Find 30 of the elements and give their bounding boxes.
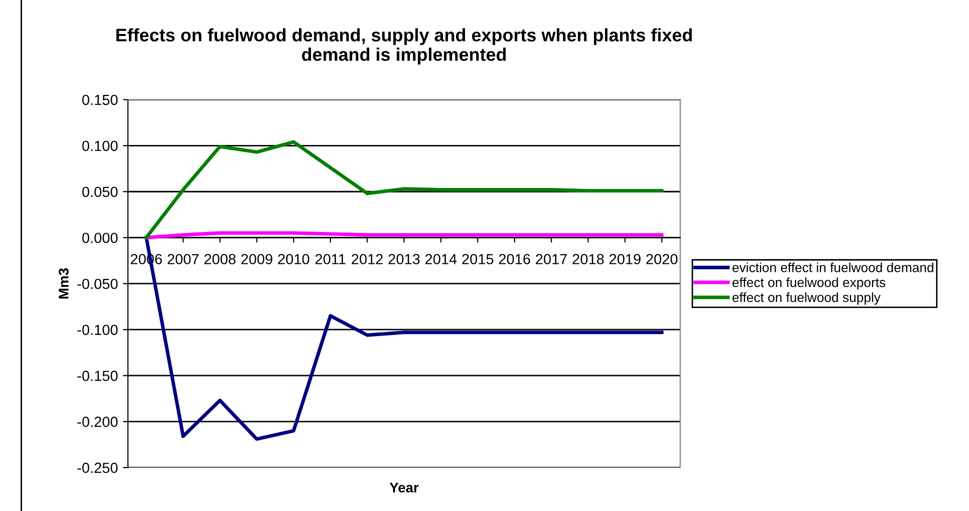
x-tick-label: 2017 <box>536 254 567 264</box>
x-tick-label: 2008 <box>204 254 236 264</box>
y-tick-label: 0.050 <box>82 186 118 198</box>
chart-title: Effects on fuelwood demand, supply and exports when plants fixed demand is implemented <box>116 28 692 65</box>
x-tick-label: 2009 <box>241 254 272 264</box>
y-tick-label: -0.250 <box>77 462 118 473</box>
legend-label: effect on fuelwood exports <box>732 277 886 290</box>
y-tick-label: -0.150 <box>77 370 118 382</box>
y-tick-label: -0.200 <box>77 416 118 428</box>
x-tick-label: 2011 <box>315 254 346 264</box>
y-axis-title: Mm3 <box>58 268 69 298</box>
y-tick-label: 0.150 <box>82 94 118 106</box>
x-tick-label: 2014 <box>425 254 457 264</box>
x-tick-label: 2019 <box>610 254 641 264</box>
x-tick-label: 2012 <box>352 254 383 264</box>
y-tick-label: 0.000 <box>82 232 118 244</box>
x-tick-label: 2018 <box>572 254 604 264</box>
x-tick-label: 2020 <box>646 254 678 264</box>
legend-label: effect on fuelwood supply <box>732 292 881 305</box>
line-series <box>144 140 664 240</box>
x-tick-label: 2010 <box>278 254 310 264</box>
y-tick-label: 0.100 <box>82 140 118 152</box>
y-tick-label: -0.100 <box>77 324 118 336</box>
legend-label: eviction effect in fuelwood demand <box>732 262 934 272</box>
x-tick-label: 2013 <box>388 254 420 264</box>
x-tick-label: 2015 <box>462 254 494 264</box>
x-tick-label: 2007 <box>168 254 199 264</box>
y-tick-label: -0.050 <box>77 278 118 290</box>
x-axis-title: Year <box>390 482 419 492</box>
x-tick-label: 2016 <box>499 254 530 264</box>
